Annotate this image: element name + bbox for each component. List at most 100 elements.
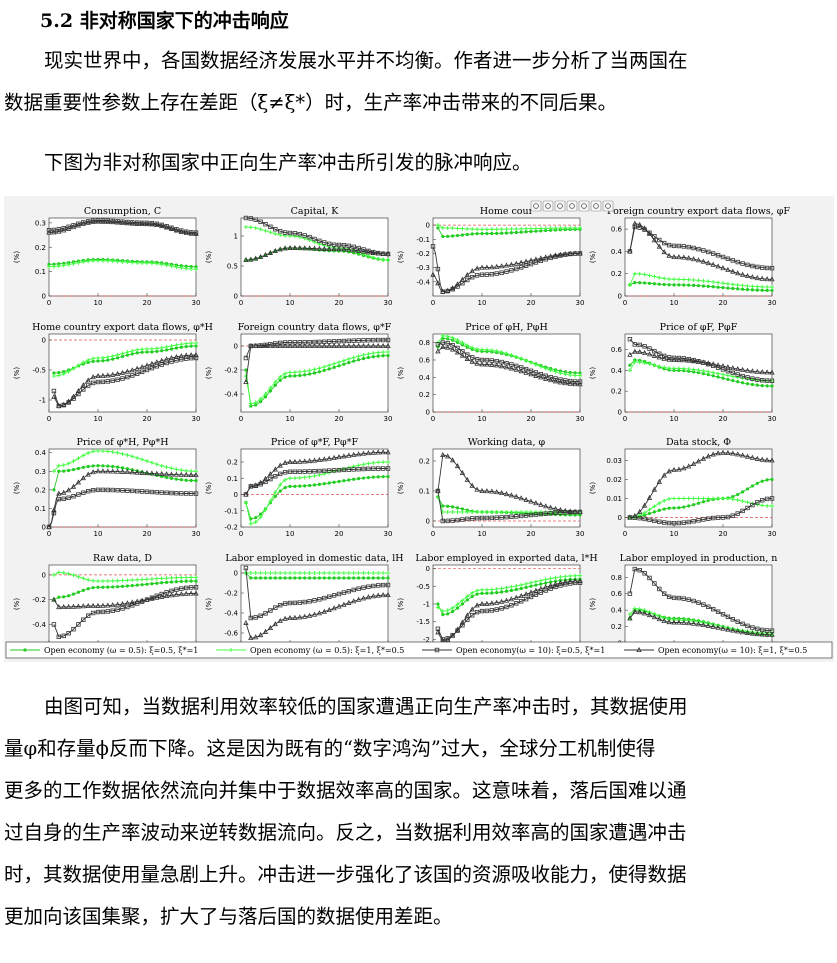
series-marker — [435, 487, 441, 493]
y-tick-label: 0.6 — [611, 590, 623, 598]
zoom-out-icon[interactable] — [590, 200, 602, 212]
series-marker — [647, 362, 652, 367]
series-marker — [455, 602, 460, 607]
series-marker — [106, 464, 110, 468]
series-marker — [366, 466, 371, 472]
series-marker — [567, 250, 573, 256]
series-marker — [494, 349, 499, 354]
series-marker — [302, 469, 307, 474]
series-marker — [110, 608, 115, 613]
series-marker — [627, 336, 633, 342]
x-tick-label: 10 — [478, 415, 487, 423]
series-marker — [278, 571, 283, 575]
rectangle-icon[interactable] — [554, 200, 566, 212]
y-tick-label: 0 — [42, 524, 46, 532]
series-marker — [366, 584, 371, 589]
series-marker — [134, 488, 140, 494]
series-marker — [129, 599, 135, 605]
series-marker — [159, 470, 165, 476]
series-marker — [253, 342, 259, 348]
y-axis-label: (%) — [13, 482, 21, 494]
series-marker — [262, 628, 269, 634]
series-marker — [130, 373, 135, 378]
series-marker — [686, 496, 691, 501]
series-marker — [682, 369, 686, 373]
series-marker — [46, 227, 52, 233]
series-marker — [321, 342, 327, 348]
series-marker — [529, 229, 533, 234]
series-marker — [100, 448, 105, 453]
series-marker — [306, 458, 313, 464]
series-marker — [509, 510, 514, 514]
series-marker — [254, 516, 258, 520]
analysis-line: 过自身的生产率波动来逆转数据流向。反之，当数据利用效率高的国家遭遇冲击 — [4, 821, 687, 844]
series-marker — [110, 602, 116, 608]
home-icon[interactable] — [602, 200, 614, 212]
series-marker — [558, 574, 563, 579]
series-marker — [120, 354, 125, 359]
series-marker — [70, 483, 77, 489]
series-marker — [56, 264, 61, 269]
series-marker — [739, 452, 746, 458]
series-marker — [715, 253, 721, 258]
series-marker — [475, 588, 480, 593]
zoom-in-icon[interactable] — [578, 200, 590, 212]
series-marker — [253, 255, 259, 261]
series-marker — [577, 250, 583, 256]
series-marker — [558, 369, 563, 373]
series-marker — [351, 587, 356, 593]
series-marker — [661, 355, 667, 361]
series-marker — [287, 458, 293, 464]
series-marker — [272, 247, 278, 253]
series-marker — [459, 469, 466, 475]
series-marker — [558, 371, 563, 376]
series-marker — [549, 580, 553, 584]
series-marker — [164, 263, 169, 268]
series-marker — [331, 342, 337, 348]
series-marker — [646, 351, 653, 357]
series-marker — [336, 454, 342, 460]
series-marker — [646, 612, 653, 618]
series-marker — [451, 609, 455, 614]
series-marker — [544, 228, 548, 233]
series-marker — [725, 266, 731, 272]
series-marker — [125, 353, 129, 357]
series-marker — [460, 233, 464, 237]
series-marker — [337, 360, 341, 365]
series-marker — [163, 224, 170, 230]
pan-hand-icon[interactable] — [566, 200, 578, 212]
series-marker — [632, 608, 638, 614]
series-marker — [259, 512, 263, 516]
series-marker — [51, 227, 57, 233]
series-marker — [750, 625, 755, 630]
series-marker — [135, 351, 139, 355]
series-marker — [681, 496, 686, 501]
series-marker — [188, 471, 194, 477]
series-path — [245, 567, 388, 619]
series-marker — [268, 230, 273, 235]
y-tick-label: 0 — [234, 491, 238, 499]
data-cursor-icon[interactable] — [542, 200, 554, 212]
series-marker — [47, 262, 51, 266]
intro-line: 数据重要性参数上存在差距（ξ≠ξ*）时，生产率冲击带来的不同后果。 — [4, 91, 618, 114]
y-axis-label: (%) — [13, 251, 21, 263]
series-marker — [356, 338, 361, 343]
series-marker — [268, 389, 272, 393]
series-marker — [687, 283, 691, 287]
series-marker — [155, 349, 159, 354]
series-marker — [449, 632, 456, 638]
brush-icon[interactable] — [530, 200, 542, 212]
series-marker — [159, 591, 164, 597]
series-marker — [292, 600, 298, 606]
series-marker — [130, 488, 135, 494]
toolbar-button — [542, 200, 554, 212]
series-marker — [573, 371, 577, 375]
series-marker — [543, 375, 549, 381]
series-marker — [331, 605, 337, 611]
series-marker — [475, 510, 480, 514]
series-marker — [469, 268, 475, 274]
series-marker — [268, 499, 273, 503]
series-marker — [662, 276, 667, 281]
series-marker — [632, 342, 637, 347]
series-marker — [385, 449, 391, 455]
